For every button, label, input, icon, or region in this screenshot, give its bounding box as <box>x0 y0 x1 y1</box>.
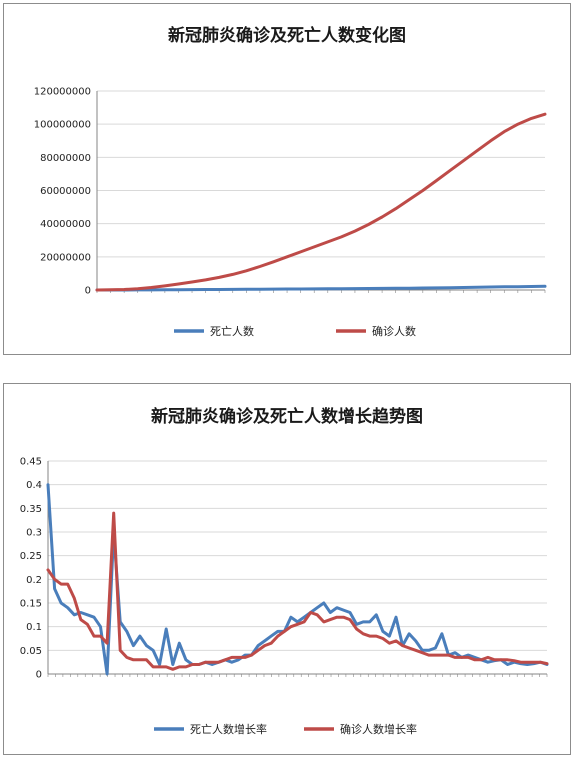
y-tick-label: 40000000 <box>40 219 91 230</box>
legend-label: 死亡人数增长率 <box>190 722 267 736</box>
y-tick-label: 20000000 <box>40 252 91 263</box>
y-tick-label: 60000000 <box>40 186 91 197</box>
y-tick-label: 0.05 <box>20 646 42 657</box>
y-tick-label: 0.3 <box>26 528 42 539</box>
chart-title: 新冠肺炎确诊及死亡人数变化图 <box>168 26 406 46</box>
y-tick-label: 100000000 <box>34 120 91 131</box>
legend-label: 确诊人数 <box>372 324 416 338</box>
cumulative-chart: 120000000 100000000 80000000 60000000 400000… <box>34 87 547 338</box>
y-tick-label: 0.1 <box>26 622 42 633</box>
y-tick-label: 80000000 <box>40 153 91 164</box>
chart-title: 新冠肺炎确诊及死亡人数增长趋势图 <box>151 407 423 427</box>
y-tick-label: 0.2 <box>26 575 42 586</box>
growth-chart: 0.45 0.4 0.35 0.3 0.25 0.2 0.15 0.1 0.05 0 死亡人数增长率… <box>20 457 549 736</box>
chart-panel-growth: 新冠肺炎确诊及死亡人数增长趋势图 0.45 0.4 0.35 0.3 0.25 0.2 0.… <box>3 383 571 755</box>
y-tick-label: 0 <box>36 670 42 681</box>
y-tick-label: 0.35 <box>20 504 42 515</box>
series-line-1 <box>46 511 549 671</box>
legend-label: 死亡人数 <box>210 324 254 338</box>
chart-panel-cumulative: 新冠肺炎确诊及死亡人数变化图 120000000 100000000 8000000… <box>3 3 571 355</box>
y-tick-label: 0.15 <box>20 599 42 610</box>
y-tick-label: 0.25 <box>20 551 42 562</box>
y-tick-label: 0.4 <box>26 480 42 491</box>
series-line-0 <box>95 284 547 292</box>
series-line-1 <box>95 112 547 292</box>
legend-label: 确诊人数增长率 <box>340 722 417 736</box>
y-tick-label: 120000000 <box>34 87 91 98</box>
y-tick-label: 0.45 <box>20 457 42 468</box>
y-tick-label: 0 <box>85 286 91 297</box>
